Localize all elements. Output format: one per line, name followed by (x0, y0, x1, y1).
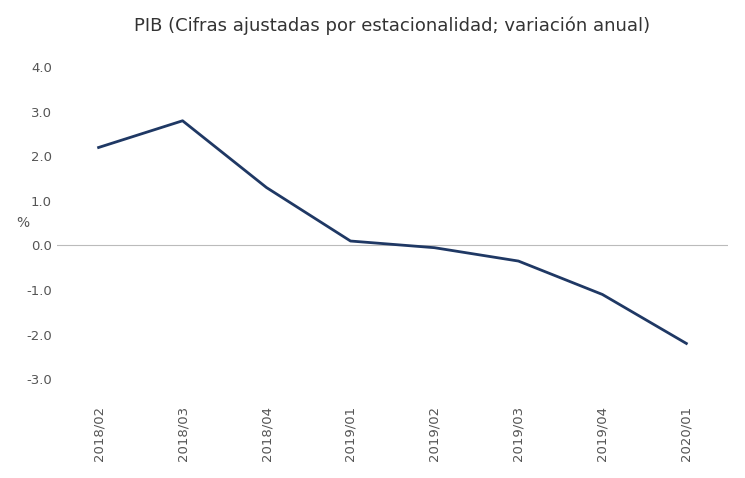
Y-axis label: %: % (16, 216, 30, 230)
Title: PIB (Cifras ajustadas por estacionalidad; variación anual): PIB (Cifras ajustadas por estacionalidad… (134, 17, 650, 35)
